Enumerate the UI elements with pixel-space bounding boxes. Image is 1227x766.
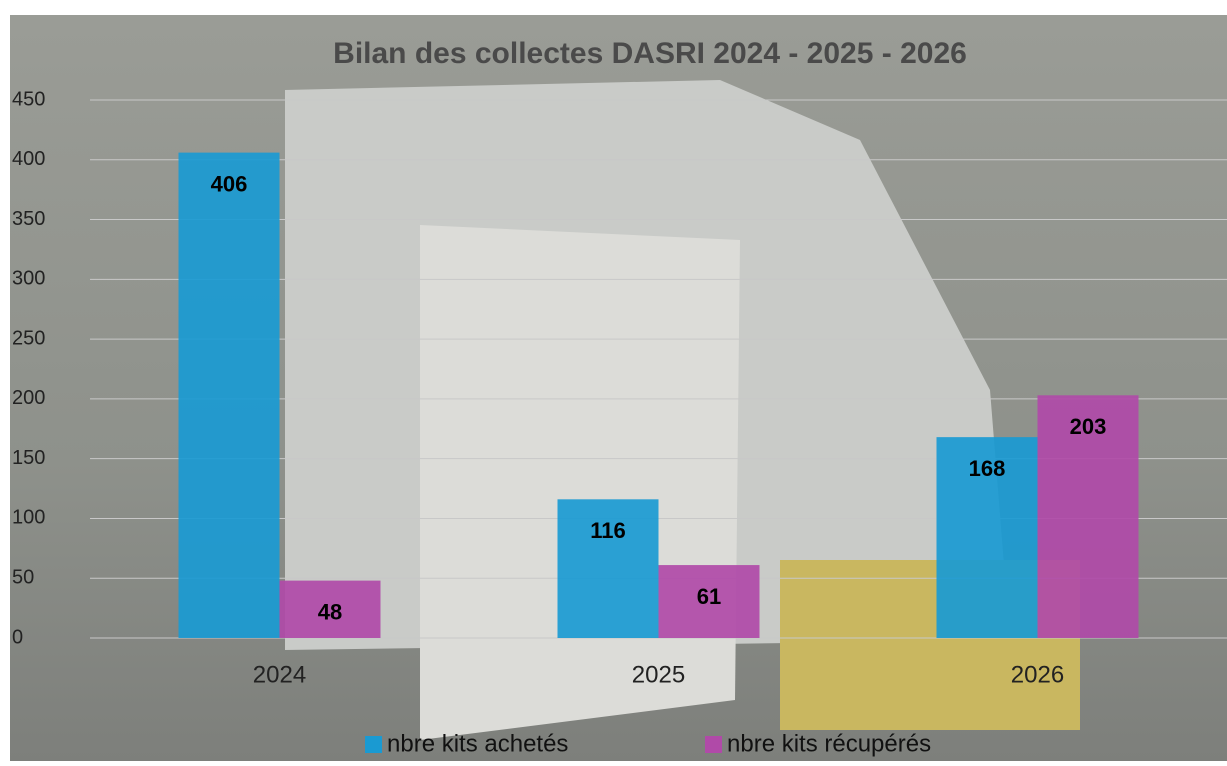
bar (658, 565, 760, 638)
x-tick-label: 2024 (253, 661, 306, 688)
bars (178, 152, 1139, 639)
y-tick-label: 50 (12, 567, 34, 589)
value-label: 61 (697, 584, 721, 609)
bar (557, 499, 659, 638)
bar (178, 152, 280, 639)
value-label: 48 (318, 599, 342, 624)
y-tick-label: 250 (12, 327, 45, 349)
chart-title: Bilan des collectes DASRI 2024 - 2025 - … (333, 37, 967, 70)
y-tick-label: 400 (12, 148, 45, 170)
y-tick-label: 0 (12, 626, 23, 648)
legend-label: nbre kits récupérés (727, 730, 931, 757)
labels: 2024 406 48 2025 116 61 2026 168 203 nbre kits ac… (211, 171, 1107, 757)
value-label: 406 (211, 171, 248, 196)
bar (936, 437, 1038, 638)
bar (1037, 395, 1139, 638)
y-tick-label: 100 (12, 507, 45, 529)
value-label: 203 (1070, 414, 1107, 439)
x-tick-label: 2026 (1011, 661, 1064, 688)
legend-label: nbre kits achetés (387, 730, 568, 757)
panel-shape (420, 225, 740, 740)
value-label: 116 (590, 518, 626, 543)
y-tick-label: 450 (12, 88, 45, 110)
bar (279, 580, 381, 638)
legend-swatch (365, 736, 382, 753)
y-tick-label: 300 (12, 268, 45, 290)
y-tick-label: 150 (12, 447, 45, 469)
x-tick-label: 2025 (632, 661, 685, 688)
y-tick-label: 200 (12, 387, 45, 409)
value-label: 168 (969, 456, 1006, 481)
legend-swatch (705, 736, 722, 753)
y-tick-label: 350 (12, 208, 45, 230)
